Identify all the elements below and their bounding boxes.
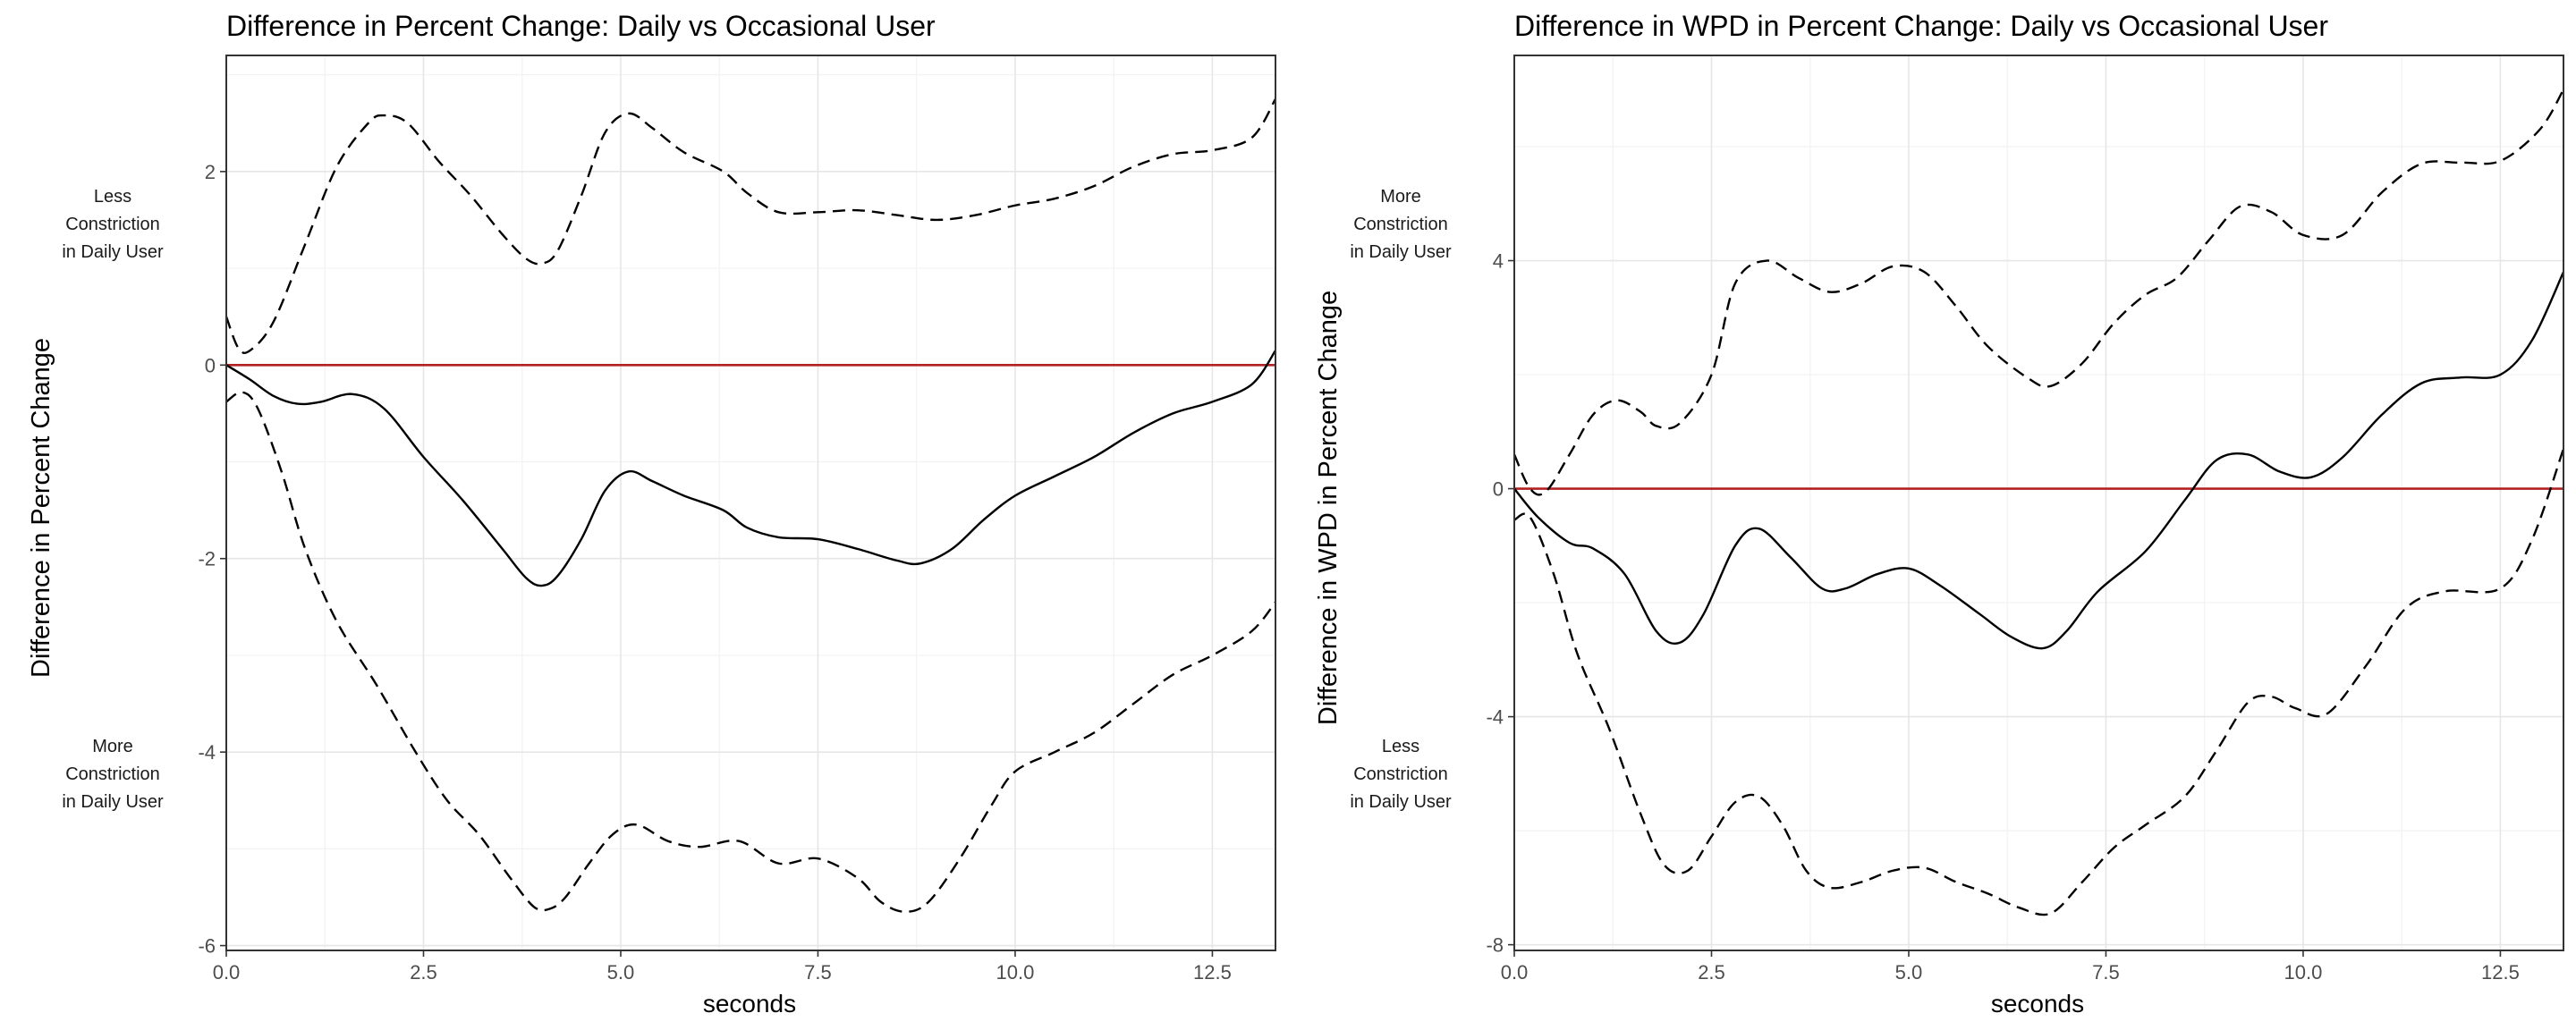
right-y-tick-label: 4 <box>1493 250 1504 273</box>
left-panel-border <box>225 55 1276 951</box>
left-panel: Difference in Percent Change: Daily vs O… <box>27 10 1277 1017</box>
left-x-tick-label: 10.0 <box>996 961 1035 984</box>
right-difference-line <box>1513 271 2565 650</box>
right-plot-background <box>1514 55 2563 950</box>
left-annotation-top-line-3: in Daily User <box>62 242 164 262</box>
left-y-tick-label: 2 <box>205 161 216 183</box>
right-annotation-top-line-1: More <box>1380 187 1421 207</box>
left-annotation-bottom: More Constriction in Daily User <box>62 737 164 812</box>
left-difference-line <box>225 350 1277 587</box>
right-x-tick-label: 2.5 <box>1698 961 1725 984</box>
left-x-tick-label: 12.5 <box>1193 961 1232 984</box>
left-y-axis-label: Difference in Percent Change <box>27 338 55 678</box>
left-lower-bound-line <box>225 391 1276 913</box>
right-annotation-bottom-line-3: in Daily User <box>1350 792 1452 812</box>
right-lower-bound-line <box>1513 448 2565 916</box>
right-x-tick-label: 7.5 <box>2092 961 2120 984</box>
left-annotation-bottom-line-1: More <box>92 737 133 756</box>
left-y-tick-label: 0 <box>205 354 216 376</box>
left-upper-bound-line <box>225 98 1277 355</box>
right-x-tick-label: 5.0 <box>1895 961 1923 984</box>
right-x-tick-label: 10.0 <box>2284 961 2323 984</box>
right-panel-border <box>1513 55 2564 951</box>
right-annotation-bottom: Less Constriction in Daily User <box>1350 737 1452 812</box>
left-chart-title: Difference in Percent Change: Daily vs O… <box>226 10 936 42</box>
left-x-axis-label: seconds <box>703 990 796 1017</box>
right-x-tick-label: 12.5 <box>2481 961 2520 984</box>
left-annotation-top-line-1: Less <box>94 187 131 207</box>
right-annotation-top-line-2: Constriction <box>1353 215 1448 234</box>
right-upper-bound-line <box>1513 89 2565 496</box>
right-chart-title: Difference in WPD in Percent Change: Dai… <box>1514 10 2328 42</box>
right-panel: Difference in WPD in Percent Change: Dai… <box>1314 10 2565 1017</box>
right-plot-area: 0.0 2.5 5.0 7.5 10.0 12.5 -8 -4 0 4 <box>1486 55 2565 984</box>
left-y-tick-label: -6 <box>198 935 216 958</box>
left-annotation-top: Less Constriction in Daily User <box>62 187 164 262</box>
left-x-tick-label: 0.0 <box>213 961 241 984</box>
left-plot-area: 0.0 2.5 5.0 7.5 10.0 12.5 -6 -4 -2 0 2 <box>198 55 1277 984</box>
right-y-tick-label: 0 <box>1493 478 1504 501</box>
left-annotation-bottom-line-3: in Daily User <box>62 792 164 812</box>
left-annotation-top-line-2: Constriction <box>65 215 160 234</box>
left-y-tick-label: -4 <box>198 741 216 764</box>
left-x-tick-label: 7.5 <box>804 961 832 984</box>
left-plot-background <box>226 55 1275 950</box>
right-y-axis-label: Difference in WPD in Percent Change <box>1314 291 1343 725</box>
right-annotation-top-line-3: in Daily User <box>1350 242 1452 262</box>
left-y-tick-label: -2 <box>198 548 216 570</box>
right-x-tick-label: 0.0 <box>1501 961 1529 984</box>
right-annotation-bottom-line-1: Less <box>1382 737 1419 756</box>
right-annotation-bottom-line-2: Constriction <box>1353 764 1448 784</box>
right-y-tick-label: -8 <box>1486 934 1504 957</box>
left-annotation-bottom-line-2: Constriction <box>65 764 160 784</box>
right-x-axis-label: seconds <box>1991 990 2084 1017</box>
left-x-tick-label: 2.5 <box>410 961 437 984</box>
right-annotation-top: More Constriction in Daily User <box>1350 187 1452 262</box>
left-x-tick-label: 5.0 <box>607 961 635 984</box>
right-y-tick-label: -4 <box>1486 706 1504 729</box>
